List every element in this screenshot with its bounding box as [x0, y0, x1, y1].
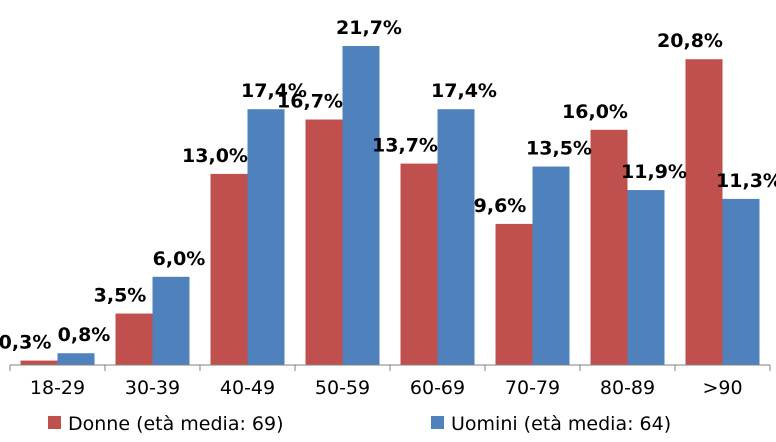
x-tick-label-18-29: 18-29: [30, 377, 85, 399]
bar-donne-50-59: [305, 119, 343, 365]
x-axis-ticks: [9, 365, 771, 371]
data-label-donne-80-89: 16,0%: [562, 101, 628, 123]
bar-uomini-18-29: [57, 353, 95, 365]
bar-donne-40-49: [210, 173, 248, 365]
x-tick-label-30-39: 30-39: [125, 377, 180, 399]
data-label-uomini-60-69: 17,4%: [431, 80, 497, 102]
bar-donne-90: [685, 59, 723, 366]
bar-uomini-50-59: [342, 46, 380, 365]
bar-donne-70-79: [495, 223, 533, 365]
bar-donne-30-39: [115, 313, 153, 365]
bar-uomini-90: [722, 198, 760, 365]
data-label-donne-40-49: 13,0%: [182, 145, 248, 167]
data-label-donne-60-69: 13,7%: [372, 135, 438, 157]
data-label-uomini-18-29: 0,8%: [58, 324, 111, 346]
bar-uomini-60-69: [437, 109, 475, 365]
bar-donne-80-89: [590, 129, 628, 365]
legend-swatch-donne: [48, 416, 61, 429]
legend-label-donne: Donne (età media: 69): [68, 413, 284, 435]
bar-donne-60-69: [400, 163, 438, 365]
data-labels: 0,3% 0,8%3,5%6,0%13,0%17,4%16,7%21,7%13,7…: [0, 17, 776, 354]
bars-layer: [20, 46, 760, 366]
data-label-uomini-80-89: 11,9%: [621, 161, 687, 183]
bar-uomini-30-39: [152, 276, 190, 365]
data-label-donne-90: 20,8%: [657, 30, 723, 52]
data-label-uomini-90: 11,3%: [716, 170, 776, 192]
data-label-donne-30-39: 3,5%: [94, 285, 147, 307]
x-tick-label-50-59: 50-59: [315, 377, 370, 399]
x-tick-label-40-49: 40-49: [220, 377, 275, 399]
data-label-donne-70-79: 9,6%: [474, 195, 527, 217]
data-label-uomini-50-59: 21,7%: [336, 17, 402, 39]
data-label-donne-18-29: 0,3%: [0, 332, 51, 354]
legend-label-uomini: Uomini (età media: 64): [451, 413, 671, 435]
legend: Donne (età media: 69) Uomini (età media:…: [48, 413, 671, 435]
x-axis-tick-labels: 18-29 30-39 40-49 50-59 60-69 70-79 80-89 >90: [30, 377, 743, 399]
data-label-uomini-70-79: 13,5%: [526, 138, 592, 160]
bar-uomini-80-89: [627, 190, 665, 365]
data-label-uomini-30-39: 6,0%: [153, 248, 206, 270]
bar-donne-18-29: [20, 360, 58, 365]
x-tick-label-60-69: 60-69: [410, 377, 465, 399]
bar-uomini-70-79: [532, 166, 570, 365]
legend-swatch-uomini: [431, 416, 444, 429]
data-label-donne-50-59: 16,7%: [277, 91, 343, 113]
data-label-uomini-40-49: 17,4%: [241, 80, 307, 102]
x-tick-label-90: >90: [702, 377, 742, 399]
x-tick-label-80-89: 80-89: [600, 377, 655, 399]
x-tick-label-70-79: 70-79: [505, 377, 560, 399]
bar-uomini-40-49: [247, 109, 285, 365]
